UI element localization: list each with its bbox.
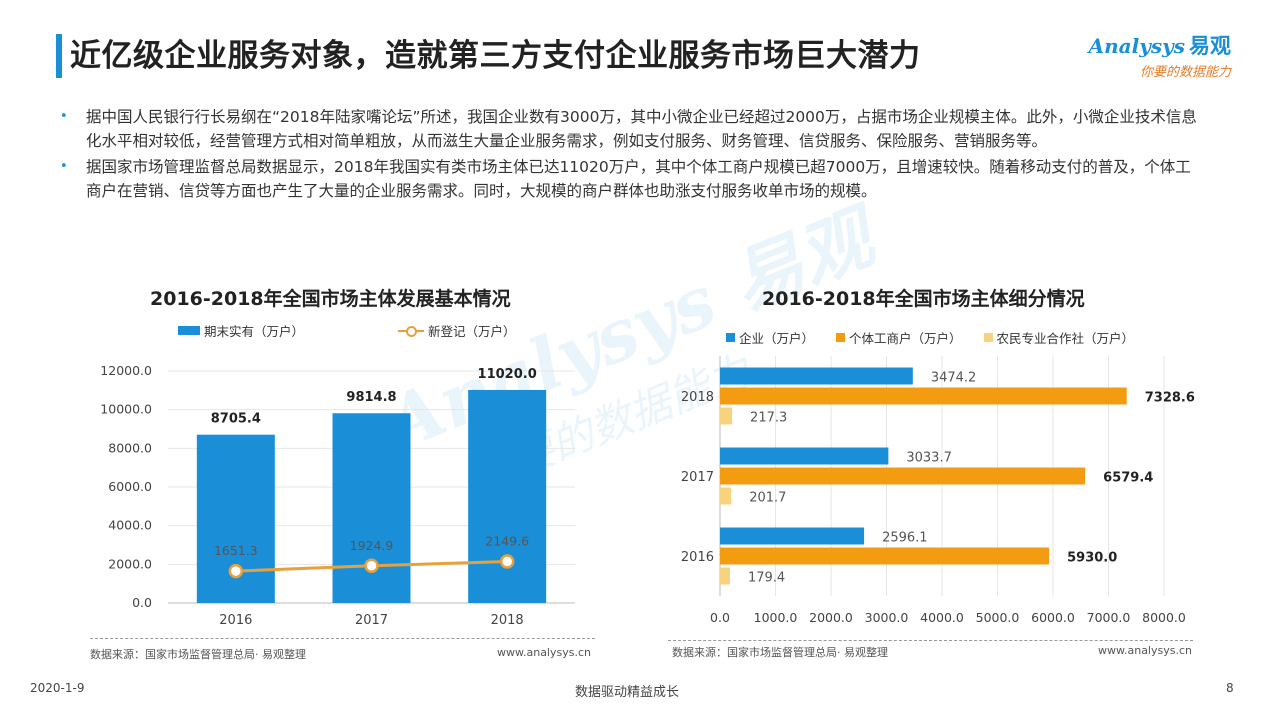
y-tick-label: 12000.0 (100, 363, 152, 378)
x-tick-label: 4000.0 (920, 610, 964, 625)
x-tick-label: 3000.0 (865, 610, 909, 625)
bar-value-label: 3033.7 (906, 451, 952, 466)
x-tick-label: 2000.0 (809, 610, 853, 625)
y-tick-label: 4000.0 (108, 518, 152, 533)
x-tick-label: 7000.0 (1087, 610, 1131, 625)
x-tick-label: 1000.0 (754, 610, 798, 625)
legend-label: 企业（万户） (739, 331, 815, 346)
left-chart-source: 数据来源：国家市场监督管理总局· 易观整理 (90, 648, 306, 661)
bar (332, 413, 411, 603)
x-tick-label: 2018 (491, 613, 524, 628)
y-tick-label: 2017 (681, 470, 714, 485)
legend-swatch (836, 333, 846, 342)
line-value-label: 2149.6 (485, 533, 529, 548)
legend-item-individual: 个体工商户（万户） (836, 328, 962, 347)
bar (720, 447, 889, 465)
legend-label: 农民专业合作社（万户） (996, 331, 1135, 346)
bar (720, 387, 1127, 405)
x-tick-label: 2017 (355, 613, 388, 628)
y-tick-label: 10000.0 (100, 402, 152, 417)
title-accent-bar (56, 34, 62, 78)
analysys-logo: Analysys 易观 你要的数据能力 (1089, 30, 1231, 80)
bar (468, 389, 547, 603)
bar-value-label: 201.7 (749, 491, 786, 506)
x-tick-label: 5000.0 (976, 610, 1020, 625)
legend-label: 个体工商户（万户） (849, 331, 962, 346)
bar (720, 467, 1086, 485)
left-chart-legend: 期末实有（万户） 新登记（万户） (178, 321, 546, 340)
page-title: 近亿级企业服务对象，造就第三方支付企业服务市场巨大潜力 (70, 38, 921, 74)
legend-label: 新登记（万户） (428, 324, 516, 339)
logo-slogan: 你要的数据能力 (1139, 65, 1231, 80)
line-value-label: 1651.3 (214, 543, 258, 558)
y-tick-label: 2016 (681, 550, 714, 565)
legend-item-coop: 农民专业合作社（万户） (983, 328, 1135, 347)
bar-value-label: 2596.1 (882, 531, 928, 546)
bar (720, 527, 865, 545)
logo-wordmark: Analysys 易观 (1089, 30, 1231, 60)
left-chart-title: 2016-2018年全国市场主体发展基本情况 (150, 288, 511, 310)
left-source-divider (90, 638, 595, 639)
y-tick-label: 2000.0 (108, 556, 152, 571)
x-tick-label: 0.0 (710, 610, 730, 625)
bar-value-label: 11020.0 (478, 367, 537, 382)
x-tick-label: 6000.0 (1031, 610, 1075, 625)
bullet-list: • 据中国人民银行行长易纲在“2018年陆家嘴论坛”所述，我国企业数有3000万，… (58, 105, 1198, 205)
bar (720, 487, 732, 505)
footer-slogan: 数据驱动精益成长 (575, 685, 680, 700)
bar-value-label: 179.4 (748, 571, 785, 586)
right-chart-plot: 0.0 1000.0 2000.0 3000.0 4000.0 5000.0 6000.0 7… (681, 356, 1195, 625)
legend-item-bars: 期末实有（万户） (178, 321, 304, 340)
bar (720, 547, 1050, 565)
y-tick-label: 0.0 (132, 595, 152, 610)
line-point (228, 563, 244, 579)
bullet-dot-icon: • (60, 109, 68, 124)
right-chart-url: www.analysys.cn (1098, 644, 1192, 657)
page-number: 8 (1226, 681, 1234, 695)
bullet-item: • 据中国人民银行行长易纲在“2018年陆家嘴论坛”所述，我国企业数有3000万，… (58, 105, 1198, 153)
line-point (499, 554, 515, 569)
logo-cn: 易观 (1189, 33, 1231, 58)
bullet-dot-icon: • (60, 159, 68, 174)
bar-value-label: 7328.6 (1145, 391, 1195, 406)
bar-value-label: 9814.8 (346, 390, 396, 405)
bullet-text: 据中国人民银行行长易纲在“2018年陆家嘴论坛”所述，我国企业数有3000万，其… (86, 108, 1197, 150)
right-chart-legend: 企业（万户） 个体工商户（万户） 农民专业合作社（万户） (726, 328, 1164, 347)
left-chart-plot: 12000.0 10000.0 8000.0 6000.0 4000.0 2000.0 0.… (100, 363, 575, 628)
footer-date: 2020-1-9 (30, 681, 85, 695)
y-tick-label: 2018 (681, 390, 714, 405)
bullet-item: • 据国家市场管理监督总局数据显示，2018年我国实有类市场主体已达11020万户… (58, 155, 1198, 203)
bar-value-label: 3474.2 (931, 371, 977, 386)
legend-item-line: 新登记（万户） (398, 321, 516, 340)
bar-value-label: 6579.4 (1103, 471, 1153, 486)
bar-value-label: 8705.4 (211, 412, 261, 427)
bar-value-label: 217.3 (750, 411, 787, 426)
y-tick-label: 6000.0 (108, 479, 152, 494)
legend-label: 期末实有（万户） (204, 324, 305, 339)
legend-bar-swatch (178, 326, 200, 335)
line-value-label: 1924.9 (350, 538, 394, 553)
legend-swatch (726, 333, 735, 342)
bar-value-label: 5930.0 (1067, 551, 1117, 566)
bar (720, 367, 913, 385)
legend-swatch (983, 333, 993, 342)
right-chart-title: 2016-2018年全国市场主体细分情况 (762, 288, 1085, 310)
right-source-divider (668, 640, 1193, 641)
legend-line-swatch (398, 325, 425, 337)
logo-prefix: A (1088, 34, 1105, 58)
line-point (364, 558, 379, 574)
bar (720, 407, 733, 425)
bar (720, 567, 730, 585)
left-chart-url: www.analysys.cn (497, 646, 591, 659)
x-tick-label: 8000.0 (1142, 610, 1186, 625)
legend-item-enterprise: 企业（万户） (726, 328, 814, 347)
x-tick-label: 2016 (219, 613, 252, 628)
bullet-text: 据国家市场管理监督总局数据显示，2018年我国实有类市场主体已达11020万户，… (86, 158, 1191, 200)
y-tick-label: 8000.0 (108, 440, 152, 455)
logo-text: nalysys (1104, 34, 1185, 58)
right-chart-source: 数据来源：国家市场监督管理总局· 易观整理 (672, 646, 888, 659)
